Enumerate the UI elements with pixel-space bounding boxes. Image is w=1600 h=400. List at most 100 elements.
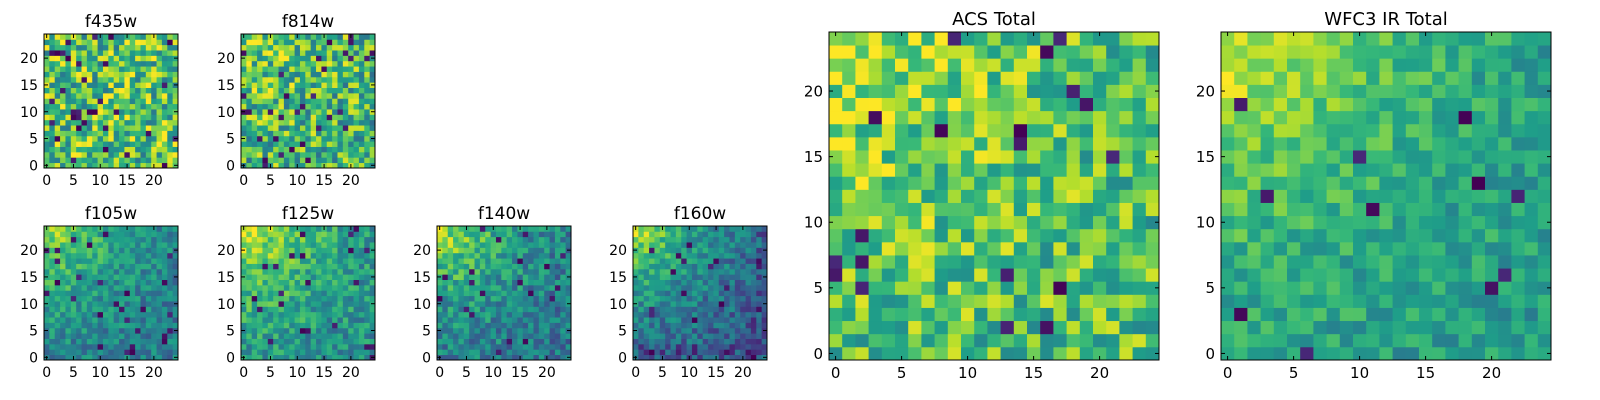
heatmap-cell: [161, 87, 168, 94]
heatmap-cell: [1093, 228, 1107, 243]
heatmap-cell: [750, 268, 757, 275]
heatmap-cell: [305, 338, 312, 345]
heatmap-cell: [358, 295, 365, 302]
heatmap-cell: [756, 322, 763, 329]
heatmap-cell: [761, 258, 768, 264]
heatmap-cell: [829, 110, 843, 125]
heatmap-cell: [124, 157, 131, 164]
heatmap-cell: [1119, 123, 1133, 138]
heatmap-cell: [289, 98, 295, 105]
heatmap-cell: [437, 333, 443, 339]
heatmap-cell: [65, 343, 72, 350]
heatmap-cell: [675, 354, 682, 361]
heatmap-cell: [262, 71, 269, 78]
heatmap-cell: [262, 141, 269, 147]
heatmap-cell: [702, 290, 709, 297]
heatmap-cell: [161, 114, 168, 121]
heatmap-cell: [86, 114, 93, 121]
heatmap-cell: [1353, 228, 1367, 243]
heatmap-cell: [353, 125, 360, 131]
y-tick-label: 15: [804, 148, 823, 166]
heatmap-cell: [1106, 346, 1120, 361]
heatmap-cell: [1013, 189, 1028, 203]
heatmap-cell: [278, 247, 285, 254]
heatmap-cell: [241, 268, 247, 275]
heatmap-cell: [364, 343, 371, 350]
heatmap-cell: [92, 258, 98, 264]
heatmap-cell: [156, 349, 163, 356]
heatmap-cell: [501, 349, 508, 356]
heatmap-cell: [1458, 268, 1473, 282]
x-tick-label: 5: [69, 173, 78, 189]
heatmap-cell: [316, 317, 322, 323]
heatmap-cell: [108, 71, 115, 78]
heatmap-cell: [273, 306, 279, 313]
heatmap-cell: [124, 268, 131, 275]
heatmap-cell: [321, 157, 328, 164]
heatmap-cell: [124, 82, 131, 88]
heatmap-cell: [718, 349, 725, 356]
heatmap-cell: [161, 268, 168, 275]
heatmap-cell: [326, 306, 333, 313]
heatmap-cell: [750, 242, 757, 248]
heatmap-cell: [310, 44, 317, 51]
heatmap-cell: [337, 279, 344, 286]
heatmap-cell: [145, 252, 152, 259]
heatmap-cell: [102, 60, 109, 67]
heatmap-cell: [1027, 215, 1041, 230]
heatmap-cell: [246, 71, 253, 78]
heatmap-cell: [92, 103, 98, 110]
heatmap-cell: [92, 125, 98, 131]
heatmap-cell: [316, 103, 322, 110]
heatmap-cell: [364, 311, 371, 318]
heatmap-cell: [102, 274, 109, 280]
heatmap-cell: [691, 263, 698, 270]
heatmap-cell: [718, 311, 725, 318]
heatmap-cell: [1221, 202, 1235, 217]
heatmap-cell: [528, 242, 534, 248]
heatmap-cell: [289, 66, 295, 72]
heatmap-cell: [257, 306, 263, 313]
heatmap-cell: [283, 317, 290, 323]
heatmap-cell: [119, 263, 125, 270]
heatmap-cell: [1000, 268, 1015, 282]
heatmap-cell: [337, 263, 344, 270]
x-tick-label: 0: [42, 173, 51, 189]
heatmap-cell: [283, 252, 290, 259]
heatmap-cell: [517, 317, 524, 323]
y-tick-label: 5: [813, 279, 823, 297]
heatmap-cell: [267, 349, 274, 356]
heatmap-cell: [506, 268, 513, 275]
heatmap-cell: [974, 241, 988, 256]
heatmap-cell: [337, 125, 344, 131]
heatmap-cell: [156, 76, 163, 83]
heatmap-cell: [463, 327, 470, 334]
heatmap-cell: [485, 274, 491, 280]
heatmap-cell: [681, 284, 687, 291]
heatmap-cell: [81, 71, 88, 78]
heatmap-cell: [348, 119, 354, 126]
heatmap-cell: [1260, 294, 1275, 308]
heatmap-cell: [868, 97, 883, 112]
heatmap-cell: [1537, 215, 1552, 230]
heatmap-cell: [633, 252, 639, 259]
heatmap-cell: [522, 295, 529, 302]
heatmap-cell: [310, 279, 317, 286]
heatmap-cell: [1079, 281, 1094, 295]
heatmap-cell: [1145, 71, 1160, 85]
heatmap-cell: [961, 136, 975, 151]
heatmap-cell: [881, 176, 896, 190]
heatmap-cell: [729, 333, 736, 339]
heatmap-cell: [649, 290, 655, 297]
heatmap-cell: [659, 274, 666, 280]
heatmap-cell: [961, 110, 975, 125]
heatmap-cell: [485, 338, 491, 345]
heatmap-cell: [108, 317, 115, 323]
heatmap-cell: [713, 284, 720, 291]
heatmap-cell: [273, 146, 279, 153]
heatmap-cell: [65, 50, 72, 56]
heatmap-cell: [538, 284, 545, 291]
heatmap-cell: [729, 284, 736, 291]
heatmap-cell: [337, 268, 344, 275]
heatmap-cell: [81, 39, 88, 46]
